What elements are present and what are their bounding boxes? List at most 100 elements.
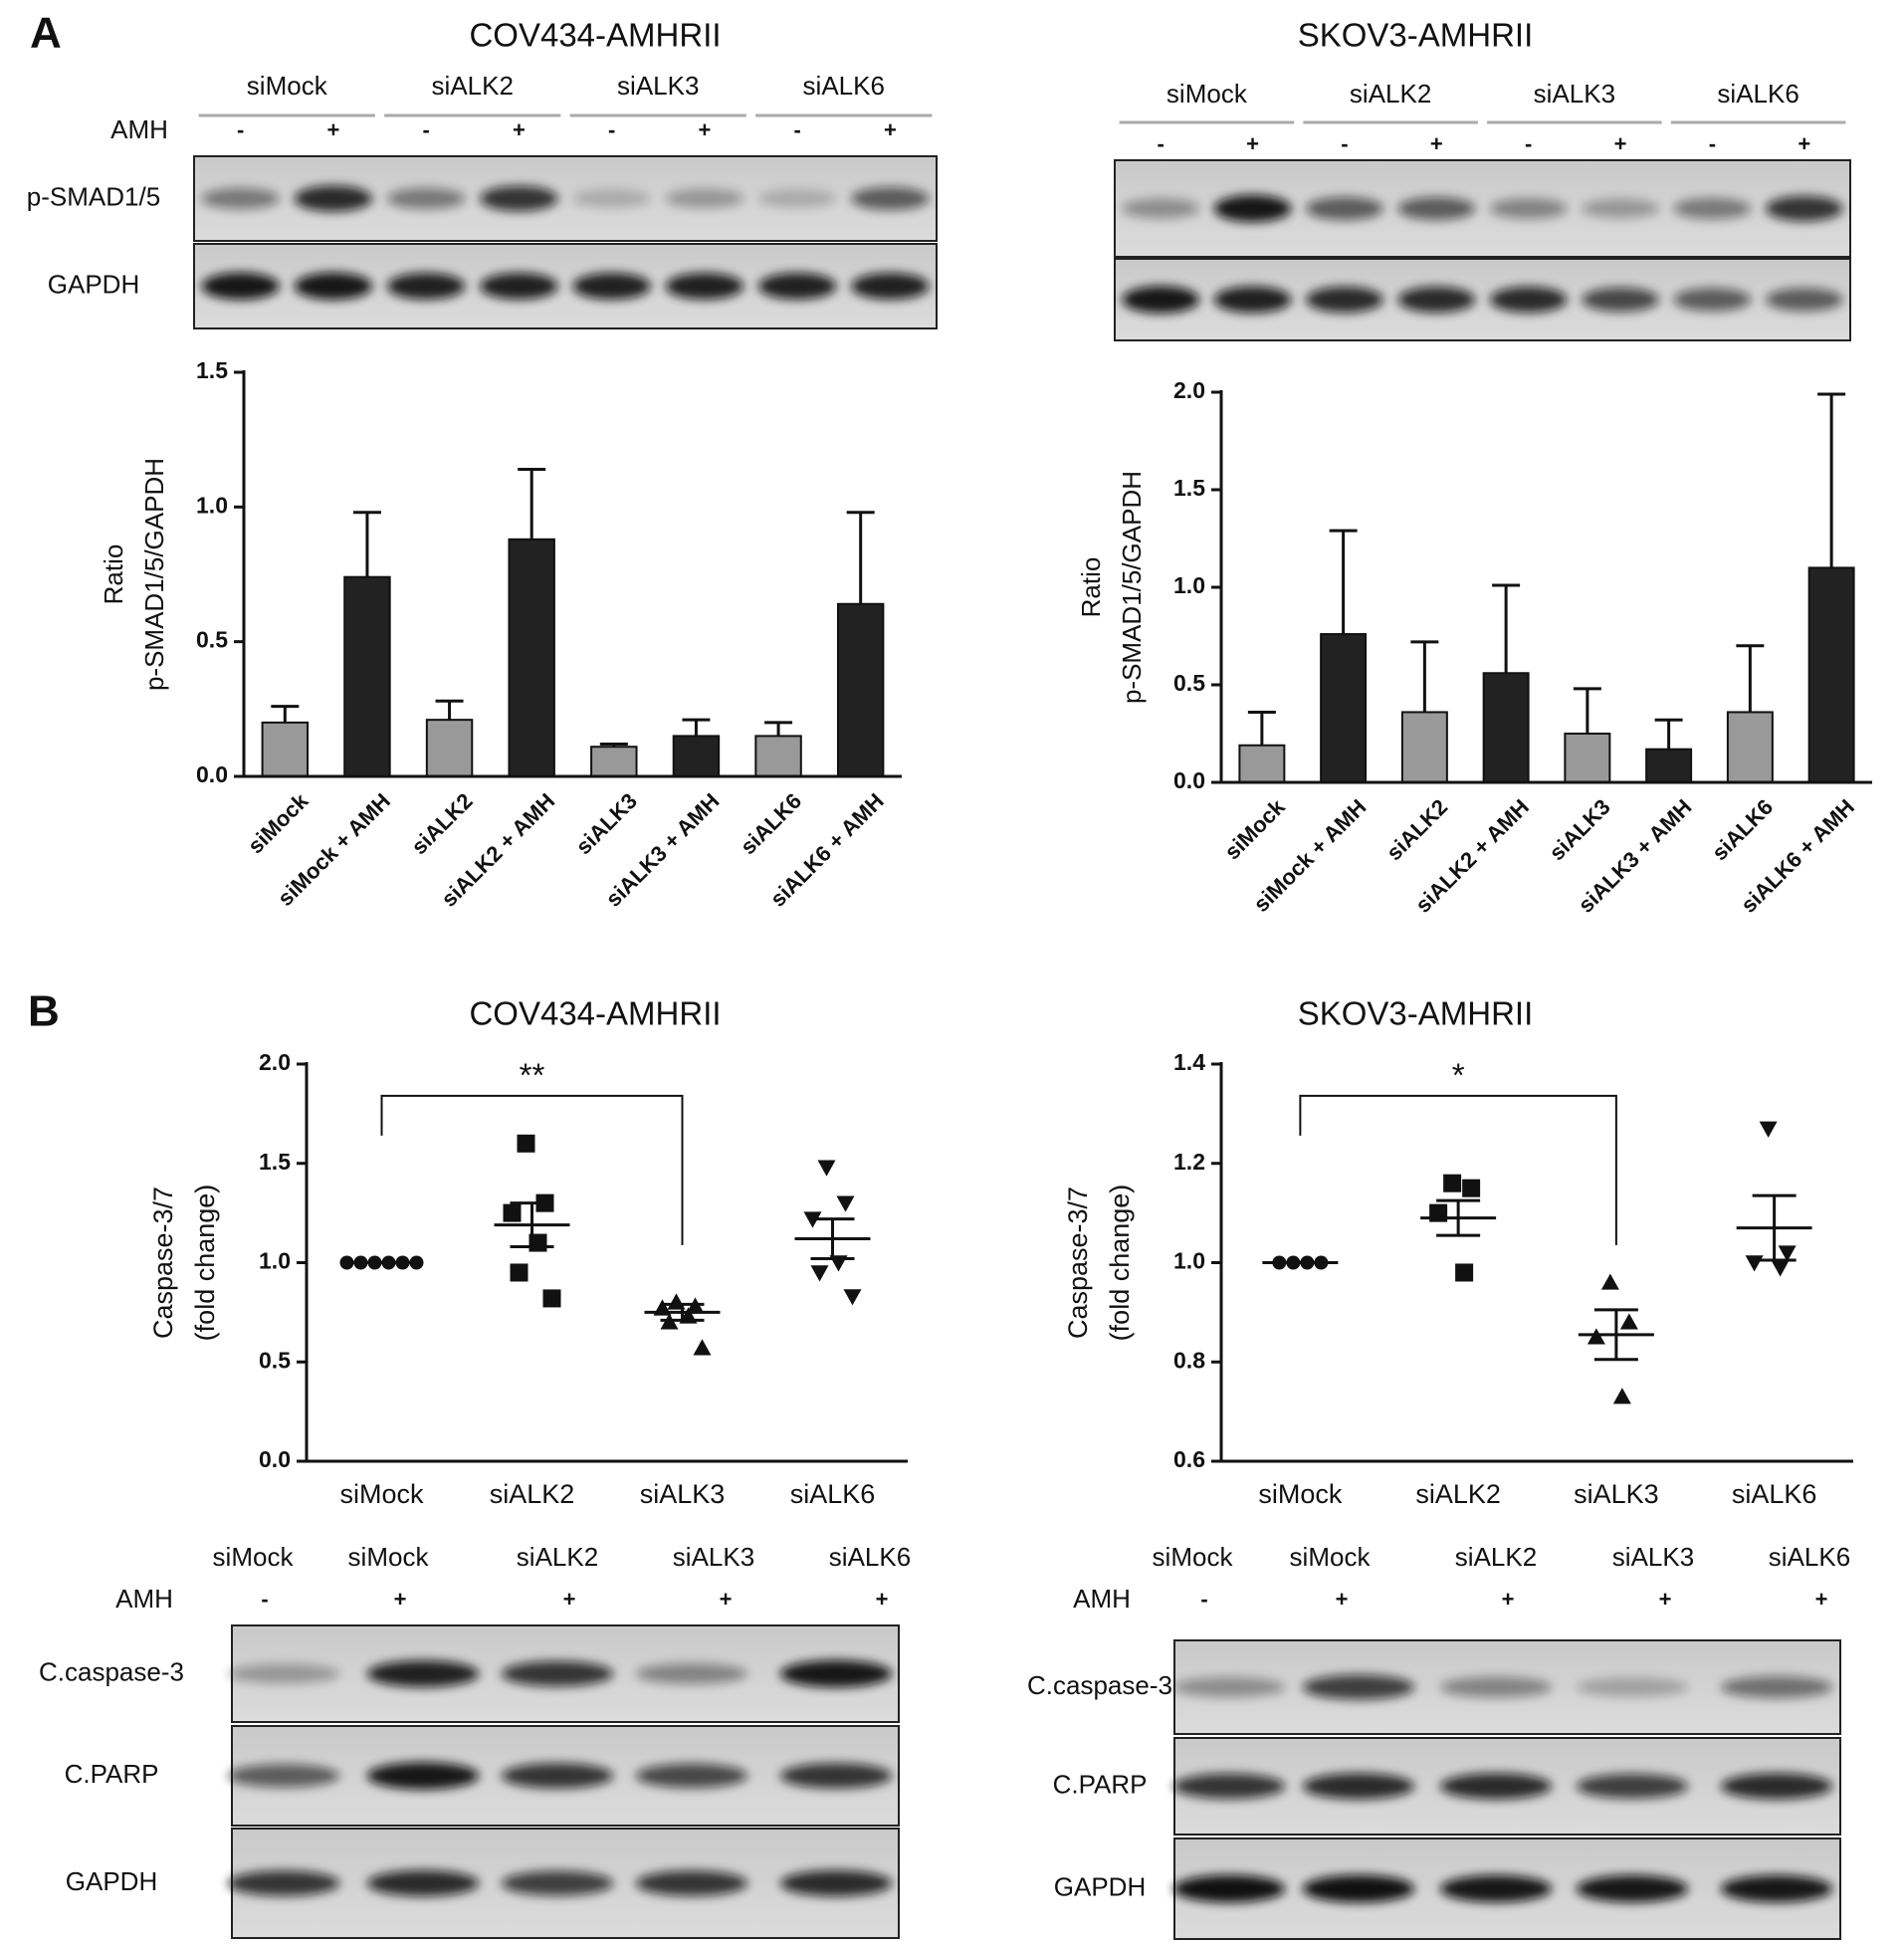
data-point xyxy=(1771,1260,1790,1277)
treatment-sign: - xyxy=(1341,131,1348,156)
blot-band xyxy=(851,186,930,211)
chart-title: SKOV3-AMHRII xyxy=(1298,995,1534,1032)
bar xyxy=(1564,733,1611,783)
treatment-sign: - xyxy=(1709,131,1716,156)
lane-group-label: siALK3 xyxy=(617,71,699,101)
y-tick-label: 0.5 xyxy=(259,1347,291,1373)
bar xyxy=(425,719,474,777)
blot-band xyxy=(1122,198,1199,219)
lane-group-label: siMock xyxy=(1166,79,1248,108)
y-tick-label: 0.5 xyxy=(1173,670,1205,696)
x-tick-label: siALK6 xyxy=(736,788,806,859)
blot-band xyxy=(1172,1773,1286,1800)
y-tick-label: 1.2 xyxy=(1173,1149,1205,1175)
bar xyxy=(1645,748,1693,783)
lane-group-label: siALK3 xyxy=(1534,79,1615,108)
data-point xyxy=(1759,1121,1778,1138)
y-axis-label: Ratio xyxy=(1076,557,1106,618)
y-tick-label: 1.5 xyxy=(196,357,228,383)
lane-label: siMock xyxy=(213,1542,295,1572)
treatment-sign: - xyxy=(261,1587,268,1612)
blot-row-label: GAPDH xyxy=(48,269,139,299)
data-point xyxy=(1587,1328,1605,1345)
y-axis-label: Ratio xyxy=(99,544,128,605)
data-point xyxy=(1462,1179,1481,1197)
lane-label: siALK6 xyxy=(829,1542,911,1572)
blot-band xyxy=(1576,1874,1689,1903)
y-tick-label: 0.0 xyxy=(1173,767,1205,793)
blot-band xyxy=(1397,196,1476,221)
lane-group-label: siALK2 xyxy=(1350,79,1431,108)
y-tick-label: 2.0 xyxy=(259,1049,291,1075)
bar xyxy=(1320,633,1368,783)
blot-band xyxy=(386,273,466,300)
treatment-sign: + xyxy=(1246,131,1259,156)
y-tick-label: 0.5 xyxy=(196,627,228,653)
significance-label: * xyxy=(1452,1057,1465,1094)
blot-band xyxy=(779,1659,893,1688)
treatment-sign: - xyxy=(793,117,800,142)
blot-band xyxy=(757,273,837,300)
y-tick-label: 1.0 xyxy=(1173,1248,1205,1274)
lane-label: siMock xyxy=(348,1542,430,1572)
data-point xyxy=(1600,1273,1619,1290)
blot-band xyxy=(635,1763,748,1789)
y-tick-label: 1.0 xyxy=(259,1248,291,1274)
treatment-sign: - xyxy=(1158,131,1164,156)
blot-band xyxy=(1582,198,1659,219)
x-tick-label: siALK3 xyxy=(640,1479,726,1509)
blot-band xyxy=(501,1660,614,1687)
chart-title: COV434-AMHRII xyxy=(469,995,721,1032)
blot-band xyxy=(1122,286,1199,314)
significance-bracket xyxy=(380,1094,684,1245)
treatment-label: AMH xyxy=(1073,1584,1131,1614)
blot-row-label: p-SMAD1/5 xyxy=(27,181,160,211)
y-axis-label: p-SMAD1/5/GAPDH xyxy=(1117,471,1147,704)
blot-band xyxy=(294,185,373,212)
blot-band xyxy=(1576,1774,1689,1799)
blot-band xyxy=(227,1870,340,1896)
blot-band xyxy=(201,272,280,301)
y-axis-label: p-SMAD1/5/GAPDH xyxy=(139,458,169,691)
blot-band xyxy=(572,273,651,300)
treatment-sign: - xyxy=(237,117,244,142)
bar xyxy=(836,602,885,777)
blot-band xyxy=(366,1869,480,1897)
x-tick-label: siALK3 xyxy=(1574,1479,1659,1509)
blot-band xyxy=(1720,1773,1833,1800)
x-tick-label: siALK2 xyxy=(1381,794,1452,865)
bar xyxy=(1400,711,1448,783)
blot-band xyxy=(201,187,280,210)
treatment-sign: - xyxy=(1200,1587,1207,1612)
blot-band xyxy=(1397,286,1476,314)
blot-band xyxy=(480,273,558,300)
blot-band xyxy=(1720,1676,1833,1698)
blot-band xyxy=(1302,1773,1415,1800)
bar xyxy=(672,735,721,778)
data-point xyxy=(1619,1313,1638,1330)
data-point xyxy=(542,1289,561,1308)
y-tick-label: 0.0 xyxy=(259,1446,291,1472)
treatment-sign: - xyxy=(608,117,615,142)
y-tick-label: 1.5 xyxy=(1173,475,1205,501)
lane-label: siALK3 xyxy=(673,1542,754,1572)
blot-band xyxy=(779,1869,893,1897)
blot-band xyxy=(1172,1676,1286,1698)
y-axis-label: (fold change) xyxy=(190,1185,220,1342)
blot-band xyxy=(1582,287,1659,313)
data-point xyxy=(810,1265,829,1282)
blot-band xyxy=(480,185,558,212)
blot-row-label: C.PARP xyxy=(65,1759,159,1789)
data-point xyxy=(843,1289,862,1306)
bar xyxy=(1726,711,1774,783)
y-tick-label: 0.0 xyxy=(196,761,228,787)
x-tick-label: siALK3 xyxy=(571,788,642,859)
blot-band xyxy=(1302,1674,1415,1700)
lane-label: siMock xyxy=(1153,1542,1234,1572)
data-point xyxy=(1778,1245,1797,1262)
blot-row-label: C.caspase-3 xyxy=(39,1656,184,1686)
blot-band xyxy=(1306,286,1383,314)
blot-title: COV434-AMHRII xyxy=(469,17,721,54)
blot-band xyxy=(386,187,466,210)
treatment-sign: + xyxy=(698,117,711,142)
